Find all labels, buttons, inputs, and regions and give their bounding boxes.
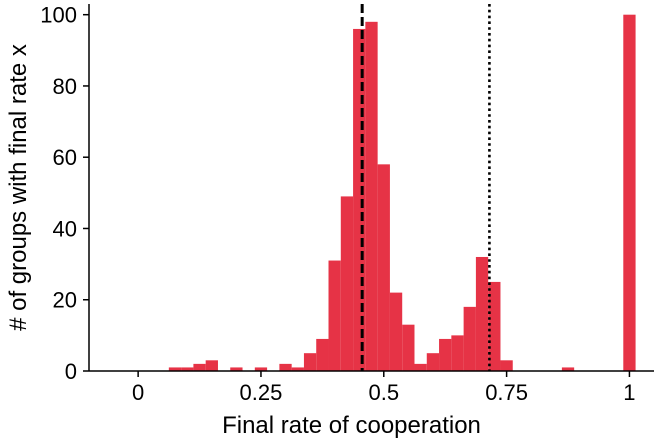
x-tick-label: 0.75 xyxy=(485,380,528,405)
histogram-bar xyxy=(500,360,513,371)
histogram-bar xyxy=(426,353,440,371)
histogram-bar xyxy=(365,21,378,372)
y-tick-label: 80 xyxy=(53,74,77,99)
histogram-bar xyxy=(328,260,341,371)
x-tick-label: 0.25 xyxy=(240,380,283,405)
x-tick-label: 0.5 xyxy=(368,380,399,405)
histogram-bar xyxy=(205,360,218,371)
y-axis-label: # of groups with final rate x xyxy=(5,44,32,331)
y-tick-label: 100 xyxy=(40,3,77,28)
x-axis-label: Final rate of cooperation xyxy=(222,412,481,439)
bars-layer xyxy=(168,14,636,372)
histogram-bar xyxy=(291,367,304,371)
histogram-bar xyxy=(254,367,268,371)
histogram-bar xyxy=(230,367,243,371)
y-tick-label: 60 xyxy=(53,145,77,170)
x-tick-label: 0 xyxy=(132,380,144,405)
reference-lines-layer xyxy=(360,4,491,371)
y-tick-label: 20 xyxy=(53,288,77,313)
histogram-bar xyxy=(377,164,390,371)
histogram-bar xyxy=(414,363,427,371)
x-ticks: 0 0.25 0.5 0.75 1 xyxy=(132,371,636,405)
histogram-bar xyxy=(340,196,354,371)
histogram-bar xyxy=(463,306,476,371)
x-tick-label: 1 xyxy=(623,380,635,405)
y-tick-label: 0 xyxy=(65,359,77,384)
histogram-bar xyxy=(561,367,575,371)
histogram-bar xyxy=(168,367,182,371)
y-tick-label: 40 xyxy=(53,216,77,241)
histogram-bar xyxy=(475,256,489,371)
histogram-bar xyxy=(316,338,329,371)
histogram-bar xyxy=(279,363,292,371)
histogram-bar xyxy=(181,367,194,371)
histogram-bar xyxy=(193,363,206,371)
y-ticks: 0 20 40 60 80 100 xyxy=(40,3,89,384)
histogram-bar xyxy=(623,14,636,371)
histogram-bar xyxy=(451,335,464,371)
histogram-bar xyxy=(488,281,501,371)
histogram-bar xyxy=(303,353,317,371)
histogram-bar xyxy=(402,324,415,371)
histogram-bar xyxy=(439,338,452,371)
histogram-bar xyxy=(389,292,403,371)
axes-layer xyxy=(88,4,654,372)
